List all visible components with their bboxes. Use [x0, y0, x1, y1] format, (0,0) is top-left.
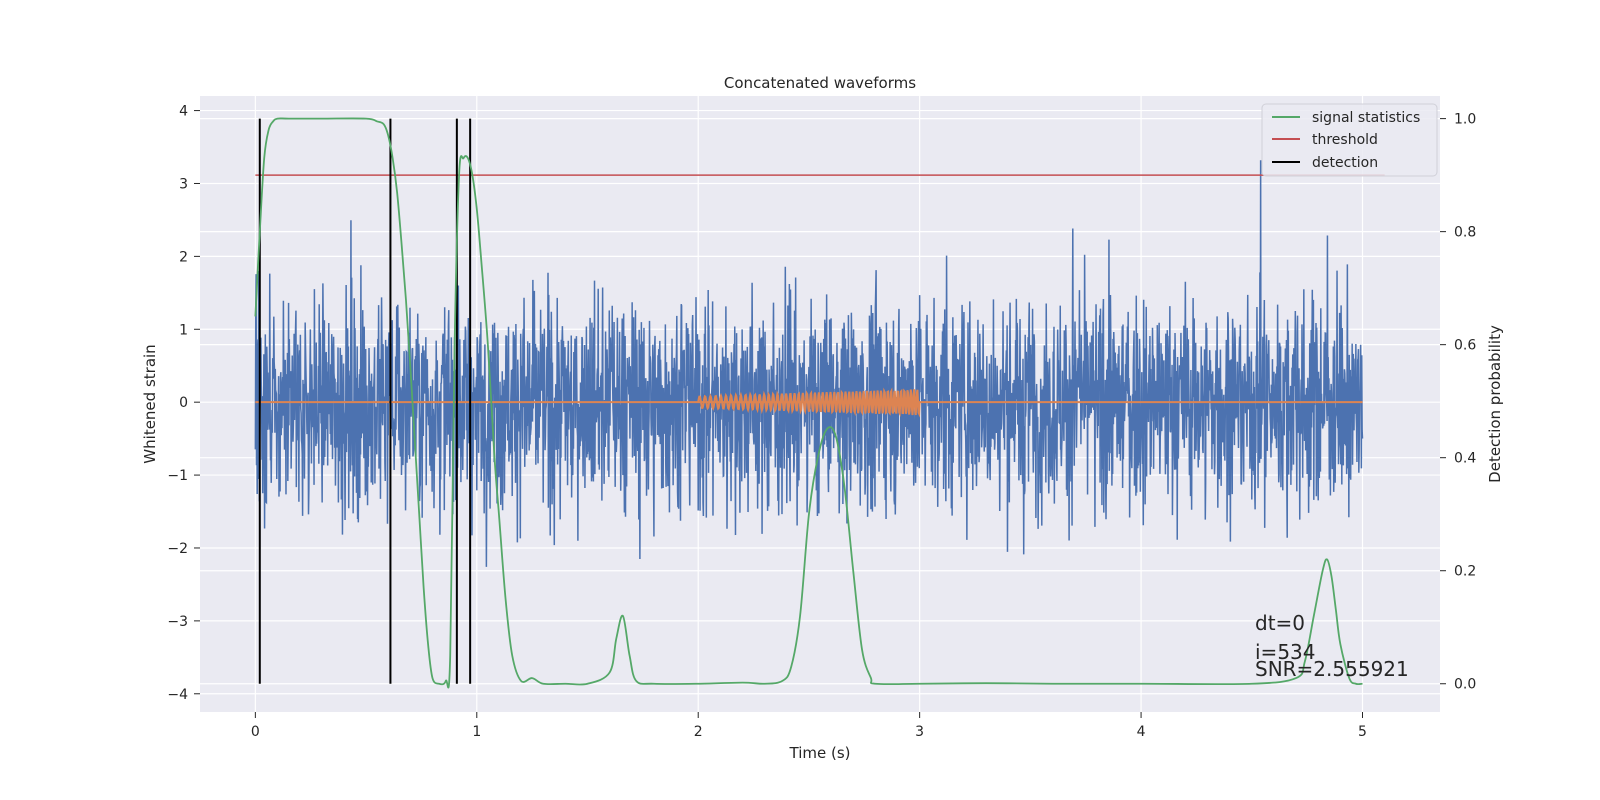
y2-tick-label: 0.6 — [1454, 338, 1476, 354]
plot-area — [254, 117, 1385, 689]
chart-title: Concatenated waveforms — [724, 74, 916, 92]
x-tick-label: 3 — [915, 724, 924, 740]
y2-tick-label: 1.0 — [1454, 112, 1476, 128]
annotation-dt: dt=0 — [1255, 611, 1305, 635]
x-tick-label: 2 — [694, 724, 703, 740]
y2-tick-label: 0.0 — [1454, 677, 1476, 693]
y-tick-label: 3 — [179, 176, 188, 192]
x-tick-label: 5 — [1358, 724, 1367, 740]
y-axis-ticks: −4 −3 −2 −1 0 1 2 3 4 — [167, 104, 200, 703]
x-axis-ticks: 0 1 2 3 4 5 — [251, 712, 1367, 740]
annotations: dt=0 i=534 SNR=2.555921 — [1255, 611, 1409, 681]
y2-tick-label: 0.2 — [1454, 564, 1476, 580]
x-tick-label: 4 — [1137, 724, 1146, 740]
y2-tick-label: 0.8 — [1454, 225, 1476, 241]
legend-box — [1261, 103, 1438, 177]
y-tick-label: 2 — [179, 249, 188, 265]
y-tick-label: −2 — [167, 541, 188, 557]
y-tick-label: 1 — [179, 322, 188, 338]
y-axis-label: Whitened strain — [141, 344, 159, 463]
y-tick-label: −1 — [167, 468, 188, 484]
x-tick-label: 1 — [472, 724, 481, 740]
x-axis-label: Time (s) — [789, 744, 851, 762]
y-tick-label: −3 — [167, 614, 188, 630]
legend-label-detection: detection — [1312, 155, 1378, 171]
legend: signal statistics threshold detection — [1261, 103, 1438, 177]
strain-series — [254, 160, 1364, 567]
x-tick-label: 0 — [251, 724, 260, 740]
annotation-snr: SNR=2.555921 — [1255, 657, 1409, 681]
legend-label-signal-statistics: signal statistics — [1312, 110, 1420, 126]
y-tick-label: 0 — [179, 395, 188, 411]
injected-waveform-series — [697, 387, 921, 418]
annotation-i: i=534 — [1255, 640, 1316, 664]
y-tick-label: 4 — [179, 104, 188, 120]
y2-axis-label: Detection probability — [1486, 325, 1504, 483]
y2-tick-label: 0.4 — [1454, 451, 1476, 467]
y-tick-label: −4 — [167, 687, 188, 703]
y2-axis-ticks: 0.0 0.2 0.4 0.6 0.8 1.0 — [1440, 112, 1476, 693]
signal-statistics-series — [254, 117, 1363, 689]
legend-label-threshold: threshold — [1312, 132, 1378, 148]
